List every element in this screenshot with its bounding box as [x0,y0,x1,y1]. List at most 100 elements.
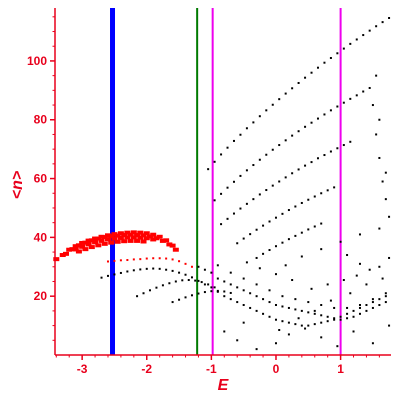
data-point [342,144,345,147]
data-point [323,61,326,64]
data-point [85,242,92,247]
data-point [95,243,102,248]
data-point [271,148,274,151]
data-point [291,87,294,90]
y-axis-ticks: 20 40 60 80 100 [27,16,55,341]
data-point [72,247,79,252]
data-point [75,243,82,248]
data-point [304,125,307,128]
data-point [355,274,358,277]
data-point [194,279,197,282]
data-point [113,273,116,276]
data-point [326,320,329,323]
data-point [114,239,121,244]
data-point [190,265,193,268]
data-point [223,330,226,333]
data-point [100,276,103,279]
data-point [287,238,290,241]
data-point [255,309,258,312]
data-point [384,301,387,304]
data-point [265,153,268,156]
data-point [255,256,258,259]
data-point [232,212,235,215]
data-point [140,233,147,238]
data-point [232,139,235,142]
data-point [320,192,323,195]
data-point [388,324,391,327]
data-point [329,150,332,153]
data-point [268,301,271,304]
data-point [365,304,368,307]
data-point [271,103,274,106]
data-point [287,333,290,336]
data-point [145,267,148,270]
data-point [268,220,271,223]
data-point [358,312,361,315]
data-point [375,25,378,28]
data-point [346,317,349,320]
data-point [92,240,99,245]
data-point [134,238,141,243]
data-point [342,279,345,282]
data-point [220,192,223,195]
data-point [187,279,190,282]
data-point [178,298,181,301]
data-point [178,271,181,274]
data-point [242,304,245,307]
data-point [349,97,352,100]
data-point [355,94,358,97]
data-point [368,268,371,271]
data-point [368,29,371,32]
data-point [349,292,352,295]
data-point [368,86,371,89]
data-point [320,321,323,324]
data-point [300,309,303,312]
data-point [297,130,300,133]
data-point [226,146,229,149]
data-point [190,276,193,279]
data-point [216,277,219,280]
data-point [59,253,66,258]
data-point [85,238,92,243]
data-point [200,281,203,284]
data-point [258,267,261,270]
data-point [378,156,381,159]
data-point [294,205,297,208]
data-point [142,292,145,295]
data-point [223,295,226,298]
data-point [156,234,163,239]
data-point [249,306,252,309]
data-point [381,277,384,280]
data-point [159,238,166,243]
data-point [333,186,336,189]
data-point [333,306,336,309]
data-point [313,225,316,228]
data-point [352,330,355,333]
data-point [297,81,300,84]
data-point [210,271,213,274]
series-black-5 [207,16,391,259]
data-point [152,267,155,270]
data-point [216,264,219,267]
y-tick-label: 100 [27,54,47,68]
data-point [262,224,265,227]
data-point [101,235,108,240]
data-point [274,318,277,321]
data-point [53,257,60,262]
data-point [121,233,128,238]
data-point [342,47,345,50]
data-point [336,345,339,348]
data-point [304,327,307,330]
data-point [307,301,310,304]
data-point [236,286,239,289]
data-point [281,320,284,323]
data-point [139,258,142,261]
data-point [352,309,355,312]
data-point [307,198,310,201]
data-point [242,277,245,280]
data-point [371,301,374,304]
data-point [284,264,287,267]
data-point [300,231,303,234]
data-point [158,267,161,270]
